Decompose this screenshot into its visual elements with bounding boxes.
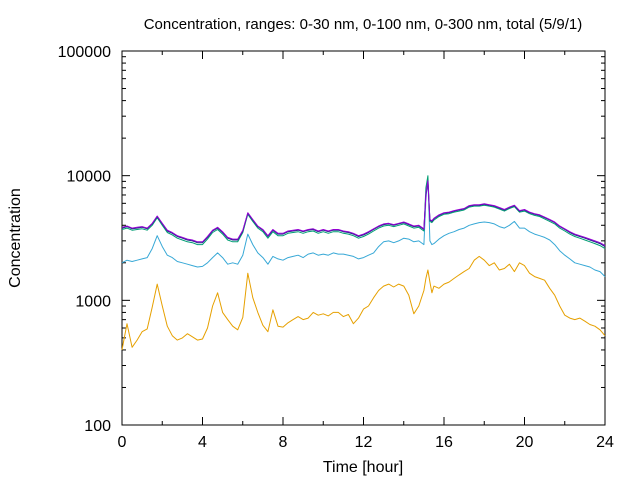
chart-title: Concentration, ranges: 0-30 nm, 0-100 nm… bbox=[144, 16, 583, 33]
y-axis-label: Concentration bbox=[7, 188, 24, 288]
x-tick-label: 0 bbox=[118, 434, 127, 451]
x-tick-label: 20 bbox=[516, 434, 534, 451]
series-line-1 bbox=[121, 255, 606, 350]
y-tick-label: 10000 bbox=[67, 169, 112, 186]
plot-frame bbox=[121, 50, 606, 426]
x-tick-label: 12 bbox=[355, 434, 373, 451]
x-tick-label: 16 bbox=[435, 434, 453, 451]
y-tick-label: 100000 bbox=[58, 44, 111, 61]
x-tick-label: 4 bbox=[198, 434, 207, 451]
axis-ticks bbox=[121, 50, 606, 426]
x-axis-label: Time [hour] bbox=[323, 459, 403, 476]
y-tick-label: 100 bbox=[84, 418, 111, 435]
series-line-5 bbox=[121, 180, 606, 247]
x-tick-label: 8 bbox=[279, 434, 288, 451]
y-tick-label: 1000 bbox=[75, 293, 111, 310]
series-line-3 bbox=[121, 175, 606, 250]
x-tick-label: 24 bbox=[596, 434, 614, 451]
series-layer bbox=[121, 175, 606, 350]
tick-labels: 0 4 8 12 16 20 24 100 1000 10000 100000 bbox=[58, 44, 614, 451]
series-line-2 bbox=[121, 177, 606, 277]
plot-border bbox=[121, 50, 606, 426]
